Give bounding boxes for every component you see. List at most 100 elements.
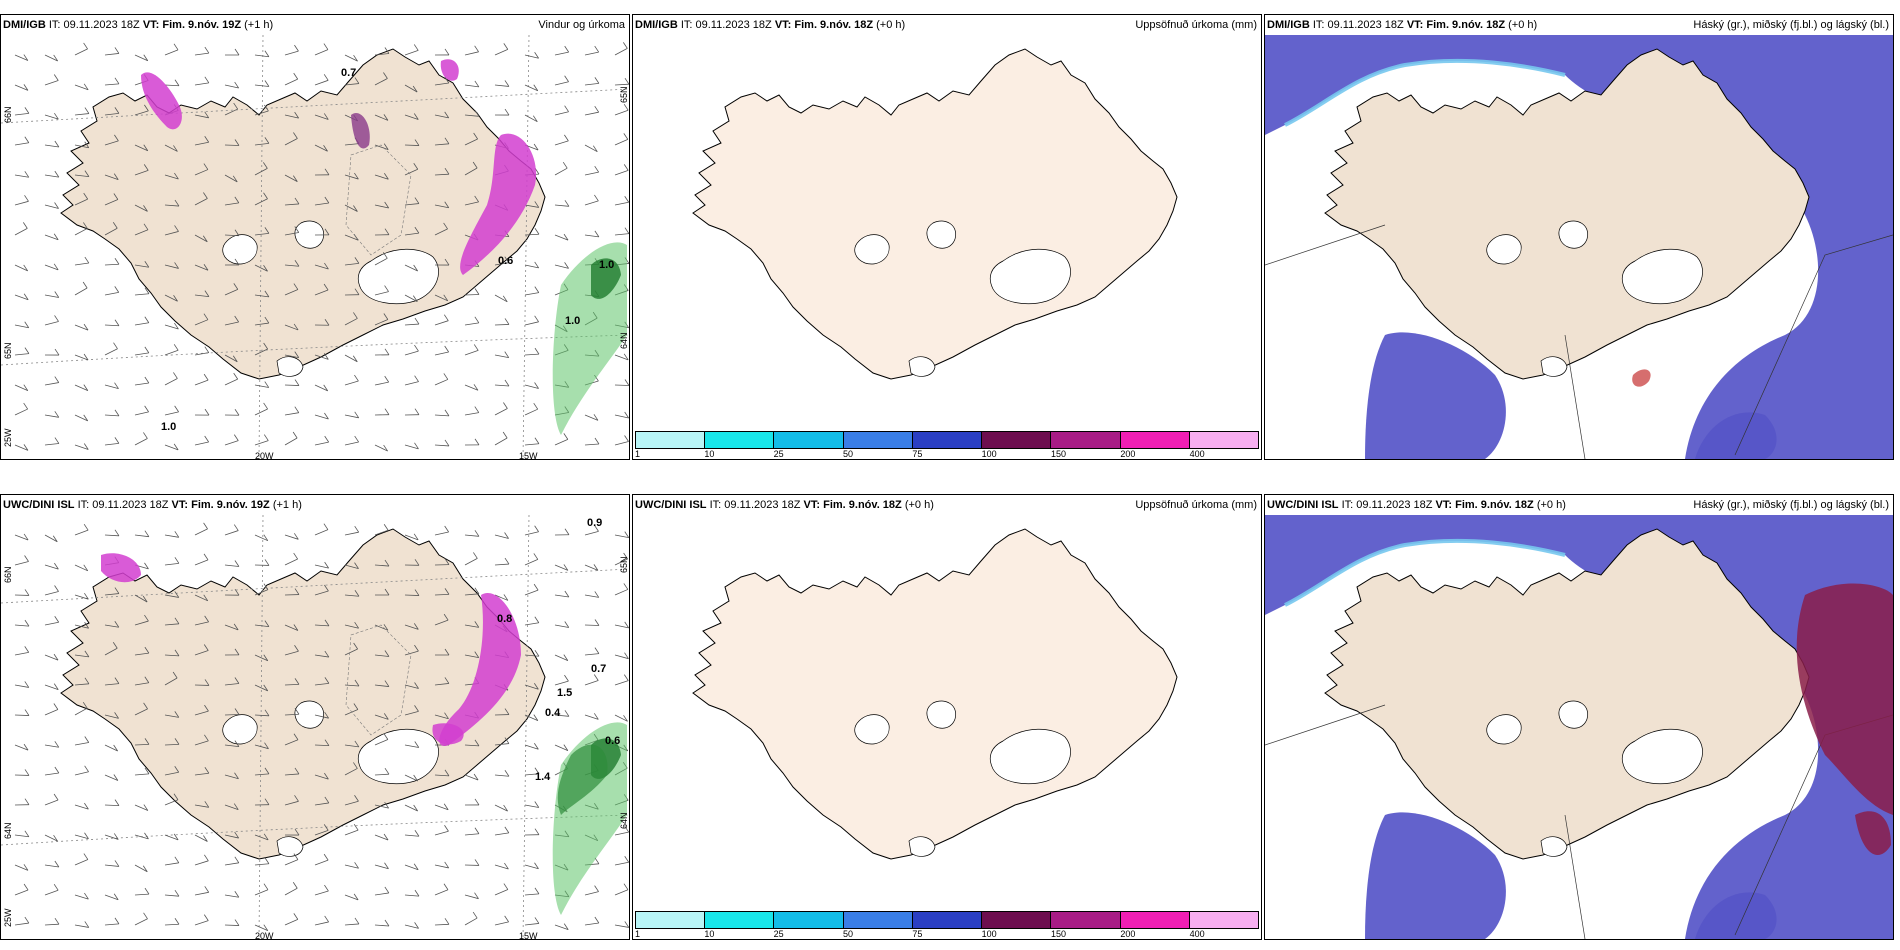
wind-barb (434, 918, 450, 926)
wind-barb (164, 766, 180, 776)
wind-barb-shaft (614, 624, 629, 629)
wind-barb (224, 196, 240, 206)
wind-barb (134, 594, 148, 603)
wind-barb-shaft (74, 48, 88, 56)
wind-barb-shaft (584, 414, 599, 421)
wind-barb-shaft (134, 110, 149, 116)
wind-barb-feather (234, 772, 239, 779)
wind-barb (224, 919, 240, 926)
wind-barb-shaft (284, 534, 299, 540)
wind-barb (74, 622, 89, 629)
wind-barb-shaft (164, 744, 180, 746)
wind-barb-feather (474, 892, 479, 899)
wind-barb (524, 714, 539, 721)
wind-barb (464, 344, 479, 356)
glacier (1486, 234, 1522, 265)
wind-barb-feather (54, 917, 60, 925)
wind-barb (494, 915, 509, 926)
wind-barb-shaft (254, 168, 268, 176)
wind-barb-feather (293, 733, 299, 740)
longitude-label: 25W (3, 428, 13, 447)
wind-barb (614, 825, 629, 836)
wind-barb-feather (354, 77, 360, 84)
wind-barb (14, 864, 29, 871)
wind-barb-feather (294, 44, 299, 52)
wind-barb-shaft (374, 381, 389, 386)
wind-barb-feather (504, 256, 510, 263)
wind-barb-feather (84, 736, 90, 743)
wind-barb (104, 258, 120, 266)
wind-barb-feather (563, 433, 569, 440)
wind-barb (464, 384, 479, 391)
glacier (854, 234, 890, 265)
panel-title: Háský (gr.), miðský (fj.bl.) og lágský (… (1693, 499, 1889, 511)
wind-barb-shaft (434, 889, 449, 896)
wind-barb (314, 43, 329, 56)
wind-barb-shaft (524, 864, 539, 870)
wind-barb-shaft (44, 414, 59, 418)
wind-barb-shaft (494, 437, 508, 446)
wind-barb (584, 619, 600, 626)
wind-barb (254, 50, 270, 58)
wind-barb-shaft (374, 864, 389, 870)
wind-barb (134, 54, 149, 62)
wind-barb-shaft (104, 53, 119, 56)
wind-barb-feather (24, 646, 30, 653)
wind-barb-shaft (584, 680, 599, 686)
wind-barb (374, 588, 390, 596)
colorbar-tick-label: 50 (843, 449, 854, 459)
glacier (926, 700, 957, 729)
wind-barb-shaft (584, 531, 599, 536)
wind-barb-feather (263, 162, 268, 169)
wind-barb-shaft (44, 591, 59, 596)
wind-barb (104, 587, 120, 596)
wind-barb-shaft (134, 293, 149, 296)
wind-barb-feather (234, 677, 240, 684)
wind-barb (164, 918, 180, 926)
wind-barb-shaft (254, 322, 269, 326)
wind-barb-shaft (134, 773, 149, 776)
wind-barb (344, 703, 359, 716)
wind-barb-shaft (224, 564, 239, 567)
wind-barb (524, 525, 539, 536)
wind-barb-shaft (74, 683, 89, 686)
wind-barb-shaft (434, 923, 450, 926)
wind-barb-shaft (14, 227, 28, 236)
wind-barb-shaft (434, 619, 449, 626)
wind-barb-feather (384, 559, 390, 567)
wind-barb-shaft (434, 864, 449, 869)
wind-barb-shaft (134, 620, 149, 626)
wind-barb-shaft (284, 384, 300, 386)
wind-barb-shaft (74, 354, 89, 361)
wind-barb (14, 743, 29, 751)
wind-barb-shaft (164, 771, 179, 776)
wind-barb-feather (203, 163, 209, 170)
wind-barb (254, 742, 269, 750)
wind-barb (194, 679, 210, 686)
wind-barb-feather (383, 523, 389, 531)
wind-barb-shaft (44, 534, 58, 543)
wind-barb-feather (24, 107, 30, 114)
wind-barb-shaft (464, 114, 479, 117)
map-panel-r2-wind-precip: UWC/DINI ISL IT: 09.11.2023 18Z VT: Fim.… (0, 494, 630, 940)
wind-barb-feather (503, 804, 508, 812)
colorbar-segment (705, 912, 775, 928)
wind-barb-shaft (344, 531, 359, 536)
wind-barb (44, 54, 59, 62)
wind-barb-feather (144, 767, 150, 775)
wind-barb-shaft (134, 170, 149, 176)
wind-barb-feather (264, 742, 269, 749)
wind-barb-shaft (104, 923, 119, 926)
wind-barb-feather (444, 677, 450, 684)
wind-barb-feather (534, 650, 540, 657)
wind-barb (104, 833, 119, 840)
wind-barb-feather (53, 263, 59, 271)
wind-barb-shaft (374, 144, 389, 151)
wind-barb-feather (534, 201, 540, 208)
wind-barb (584, 105, 600, 116)
wind-barb (74, 736, 90, 746)
wind-barb (554, 923, 569, 931)
wind-barb (494, 43, 509, 56)
wind-barb (344, 862, 359, 869)
wind-barb-feather (173, 443, 179, 451)
